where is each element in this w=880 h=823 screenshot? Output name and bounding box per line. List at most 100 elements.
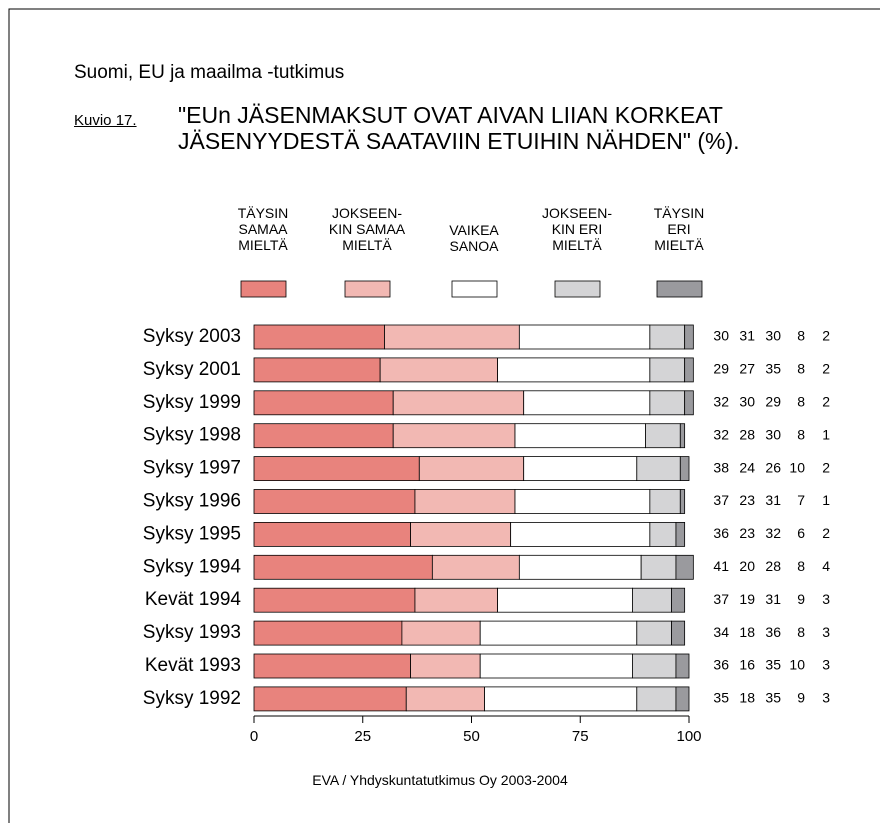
bar-segment (253, 423, 394, 449)
x-tick-label: 75 (572, 728, 589, 745)
bar-segment (392, 423, 516, 449)
value-label: 30 (765, 426, 781, 442)
bar-segment (379, 357, 498, 383)
bar-segment (675, 686, 690, 712)
legend-swatch (344, 280, 391, 298)
bar-segment (484, 686, 638, 712)
bar-segment (514, 423, 646, 449)
value-label: 32 (713, 394, 729, 410)
value-label: 31 (739, 328, 755, 344)
value-label: 27 (739, 361, 755, 377)
value-label: 28 (765, 558, 781, 574)
value-label: 3 (822, 591, 830, 607)
bar-segment (632, 653, 677, 679)
value-label: 8 (797, 328, 805, 344)
legend-swatch (656, 280, 703, 298)
bar-segment (253, 522, 412, 547)
value-label: 19 (739, 591, 755, 607)
value-label: 38 (713, 459, 729, 475)
value-label: 3 (822, 657, 830, 673)
value-label: 2 (822, 525, 830, 541)
legend-label: JOKSEEN- KIN SAMAA MIELTÄ (328, 205, 406, 253)
bar-segment (649, 324, 686, 350)
value-label: 34 (713, 624, 729, 640)
bar-segment (253, 587, 416, 613)
value-label: 31 (765, 492, 781, 508)
bar-segment (649, 522, 677, 547)
bar-segment (253, 324, 385, 350)
bar-segment (636, 686, 677, 712)
value-label: 2 (822, 394, 830, 410)
bar-segment (679, 456, 690, 482)
value-label: 28 (739, 426, 755, 442)
value-label: 31 (765, 591, 781, 607)
bar-segment (514, 489, 651, 514)
value-label: 36 (713, 525, 729, 541)
value-label: 41 (713, 558, 729, 574)
bar-segment (253, 390, 394, 416)
value-label: 30 (739, 394, 755, 410)
bar-segment (671, 620, 686, 646)
bar-segment (405, 686, 485, 712)
value-label: 36 (713, 657, 729, 673)
bar-segment (253, 489, 416, 514)
bar-segment (636, 620, 672, 646)
y-tick-label: Syksy 2003 (143, 326, 241, 347)
bar-segment (414, 489, 516, 514)
value-label: 24 (739, 459, 755, 475)
y-tick-label: Syksy 1996 (143, 491, 241, 512)
value-label: 35 (765, 361, 781, 377)
bar-segment (649, 390, 686, 416)
bar-segment (410, 653, 481, 679)
y-tick-label: Syksy 1994 (143, 556, 242, 577)
value-label: 2 (822, 361, 830, 377)
value-label: 8 (797, 624, 805, 640)
x-tick-label: 25 (354, 728, 371, 745)
value-label: 23 (739, 492, 755, 508)
value-label: 29 (713, 361, 729, 377)
value-label: 18 (739, 690, 755, 706)
frame (8, 8, 880, 823)
value-label: 23 (739, 525, 755, 541)
bar-segment (684, 390, 694, 416)
bar-segment (401, 620, 481, 646)
bar-segment (640, 554, 677, 580)
bar-segment (431, 554, 520, 580)
bar-segment (253, 653, 412, 679)
value-label: 7 (797, 492, 805, 508)
y-tick-label: Syksy 1998 (143, 425, 241, 446)
value-label: 1 (822, 492, 830, 508)
bar-segment (418, 456, 525, 482)
y-tick-label: Syksy 1995 (143, 523, 241, 544)
bar-segment (392, 390, 525, 416)
bar-segment (518, 554, 642, 580)
legend-label: TÄYSIN SAMAA MIELTÄ (237, 205, 289, 253)
bar-segment (479, 620, 638, 646)
value-label: 32 (765, 525, 781, 541)
bar-segment (649, 489, 681, 514)
y-tick-label: Syksy 1997 (143, 458, 241, 479)
bar-segment (675, 522, 686, 547)
x-tick-label: 100 (676, 728, 701, 745)
x-tick-label: 0 (250, 728, 258, 745)
bar-segment (497, 357, 651, 383)
legend-swatch (554, 280, 601, 298)
bar-segment (253, 456, 420, 482)
value-label: 8 (797, 558, 805, 574)
legend-label: TÄYSIN ERI MIELTÄ (653, 205, 705, 253)
y-tick-label: Syksy 1992 (143, 688, 241, 709)
legend-swatch (451, 280, 498, 298)
value-label: 18 (739, 624, 755, 640)
bar-segment (679, 489, 686, 514)
value-label: 35 (765, 690, 781, 706)
bar-segment (410, 522, 512, 547)
bar-segment (684, 324, 694, 350)
value-label: 37 (713, 591, 729, 607)
bar-segment (523, 456, 638, 482)
chart-title: "EUn JÄSENMAKSUT OVAT AIVAN LIIAN KORKEA… (178, 102, 740, 154)
y-tick-label: Kevät 1993 (145, 655, 241, 676)
bar-segment (632, 587, 673, 613)
value-label: 16 (739, 657, 755, 673)
value-label: 37 (713, 492, 729, 508)
